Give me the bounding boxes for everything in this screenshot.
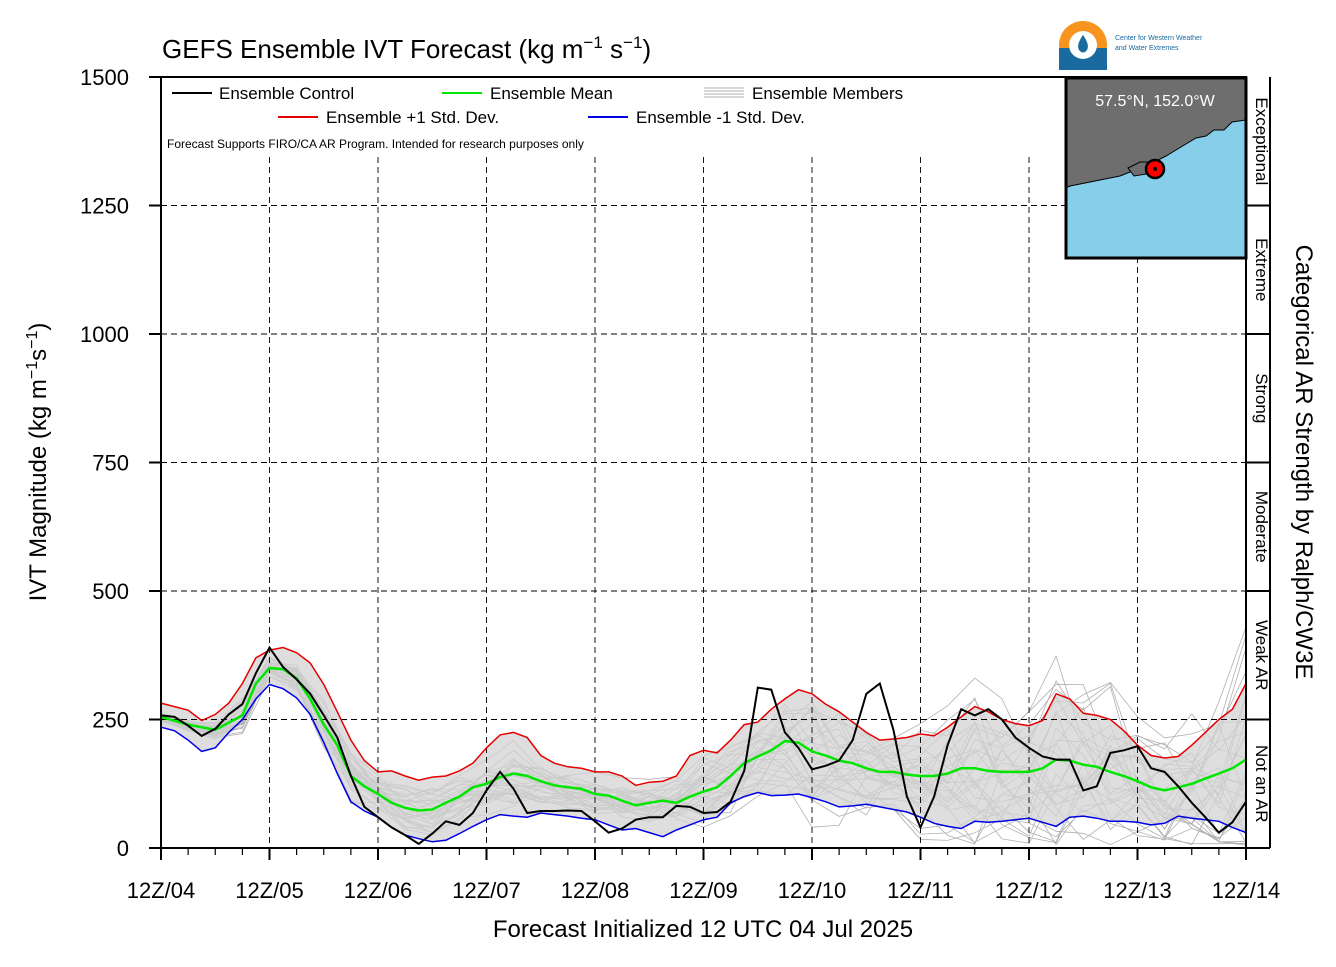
x-tick-label: 12Z/05	[235, 878, 304, 903]
y-tick-label: 1250	[80, 194, 129, 219]
category-label: Moderate	[1252, 491, 1271, 563]
x-axis: 12Z/04 12Z/05 12Z/06 12Z/07 12Z/08 12Z/09 12Z/…	[127, 848, 1281, 903]
inset-frame	[1064, 76, 1248, 260]
std-dev-spread-band	[161, 647, 1246, 842]
category-label: Not an AR	[1252, 745, 1271, 823]
x-tick-label: 12Z/14	[1212, 878, 1281, 903]
legend-label-plus-sd: Ensemble +1 Std. Dev.	[326, 108, 499, 127]
x-tick-label: 12Z/09	[669, 878, 738, 903]
category-label: Weak AR	[1252, 620, 1271, 691]
y-tick-label: 500	[92, 579, 129, 604]
logo-text-line2: and Water Extremes	[1115, 45, 1179, 52]
right-axis-label: Categorical AR Strength by Ralph/CW3E	[1290, 245, 1317, 680]
cw3e-logo: Center for Western Weather and Water Ext…	[1059, 21, 1203, 70]
x-axis-label: Forecast Initialized 12 UTC 04 Jul 2025	[493, 916, 913, 943]
y-tick-label: 1500	[80, 65, 129, 90]
category-label: Extreme	[1252, 238, 1271, 301]
category-axis: Not an AR Weak AR Moderate Strong Extreme Exc…	[1246, 77, 1271, 849]
location-marker-center	[1153, 167, 1157, 171]
location-inset-map: 57.5°N, 152.0°W	[1064, 76, 1248, 260]
x-tick-label: 12Z/06	[344, 878, 413, 903]
y-axis-label: IVT Magnitude (kg m−1s−1)	[24, 323, 52, 602]
water-drop-icon	[1078, 35, 1088, 53]
x-tick-label: 12Z/08	[561, 878, 630, 903]
y-axis: 0 250 500 750 1000 1250 1500	[80, 65, 161, 861]
x-tick-label: 12Z/12	[995, 878, 1064, 903]
series-lines	[160, 645, 1247, 846]
legend-label-control: Ensemble Control	[219, 84, 354, 103]
legend-label-members: Ensemble Members	[752, 84, 903, 103]
y-tick-label: 250	[92, 708, 129, 733]
minus-sd-line	[160, 683, 1247, 843]
legend: Ensemble Control Ensemble Mean Ensemble …	[167, 84, 903, 151]
chart-title: GEFS Ensemble IVT Forecast (kg m−1 s−1)	[162, 33, 651, 64]
y-tick-label: 1000	[80, 322, 129, 347]
category-label: Exceptional	[1252, 97, 1271, 185]
ensemble-control-line	[160, 645, 1247, 846]
x-tick-label: 12Z/04	[127, 878, 196, 903]
x-tick-label: 12Z/11	[887, 878, 954, 903]
logo-text-line1: Center for Western Weather	[1115, 35, 1203, 42]
legend-swatch-members	[704, 87, 744, 98]
legend-label-mean: Ensemble Mean	[490, 84, 613, 103]
disclaimer-note: Forecast Supports FIRO/CA AR Program. In…	[167, 137, 584, 151]
x-tick-label: 12Z/13	[1103, 878, 1172, 903]
spread-band	[161, 647, 1246, 842]
category-label: Strong	[1252, 373, 1271, 423]
x-tick-label: 12Z/07	[452, 878, 521, 903]
y-tick-label: 0	[117, 836, 129, 861]
ensemble-mean-line	[160, 666, 1247, 812]
y-tick-label: 750	[92, 451, 129, 476]
inset-coordinates: 57.5°N, 152.0°W	[1095, 93, 1215, 110]
legend-label-minus-sd: Ensemble -1 Std. Dev.	[636, 108, 805, 127]
plus-sd-line	[160, 646, 1247, 787]
x-tick-label: 12Z/10	[778, 878, 847, 903]
